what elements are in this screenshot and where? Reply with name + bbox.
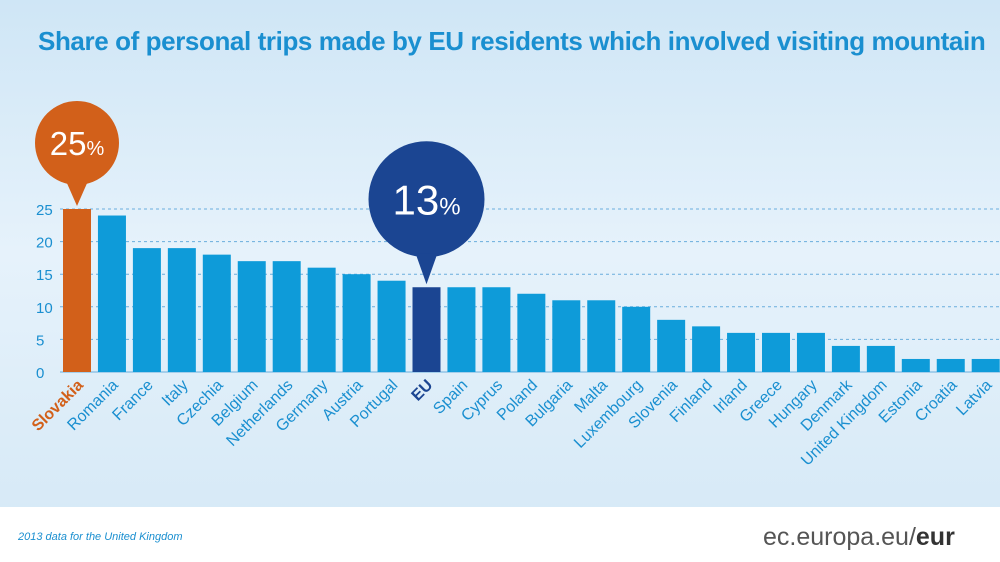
bar [796, 332, 825, 372]
source-link[interactable]: ec.europa.eu/eur [763, 523, 955, 552]
callout-value: 25% [50, 125, 105, 162]
y-tick-label: 20 [36, 235, 53, 252]
bar [412, 287, 441, 372]
bar [272, 261, 301, 372]
x-tick-label: Latvia [953, 377, 995, 419]
bar [692, 326, 721, 372]
callout-circle [368, 141, 485, 258]
bars [63, 209, 1000, 372]
bar [587, 300, 616, 372]
source-bold: eur [915, 523, 955, 551]
callout-number: 13 [392, 176, 439, 223]
callout-bubble: 25% [35, 101, 119, 206]
source-prefix: ec.europa.eu/ [763, 523, 916, 551]
bar [831, 345, 860, 372]
bar [936, 358, 965, 372]
bar [447, 287, 476, 372]
bar [552, 300, 581, 372]
callout-pointer [66, 181, 88, 206]
callout-number: 25 [50, 125, 87, 162]
bar [482, 287, 511, 372]
bar [866, 345, 895, 372]
callout-value: 13% [392, 176, 460, 223]
bar [901, 358, 930, 372]
bar [727, 332, 756, 372]
bar [307, 267, 336, 372]
y-axis: 0 5 10 15 20 25 [36, 202, 53, 382]
bar [97, 215, 126, 372]
chart-title: Share of personal trips made by EU resid… [38, 26, 986, 56]
bar [377, 280, 406, 372]
callout-bubble: 13% [368, 141, 485, 285]
bar [622, 306, 651, 372]
y-tick-label: 25 [36, 202, 53, 219]
x-tick-label: EU [409, 377, 437, 405]
footnote: 2013 data for the United Kingdom [18, 531, 183, 543]
bar [657, 319, 686, 372]
bar [132, 248, 161, 372]
bar [762, 332, 790, 372]
callouts: 25%13% [35, 101, 485, 285]
bar [237, 261, 266, 372]
y-tick-label: 0 [36, 365, 44, 382]
y-tick-label: 15 [36, 267, 53, 284]
callout-unit: % [86, 138, 104, 160]
y-tick-label: 5 [36, 332, 44, 349]
bar [167, 248, 196, 372]
footer: 2013 data for the United Kingdom ec.euro… [0, 507, 1000, 562]
bar [517, 293, 546, 372]
callout-pointer [415, 253, 438, 285]
y-tick-label: 10 [36, 300, 53, 317]
bar [202, 254, 231, 372]
bar [63, 209, 91, 372]
bar [342, 274, 371, 372]
callout-unit: % [439, 193, 460, 220]
bar [971, 358, 1000, 372]
callout-circle [35, 101, 119, 185]
